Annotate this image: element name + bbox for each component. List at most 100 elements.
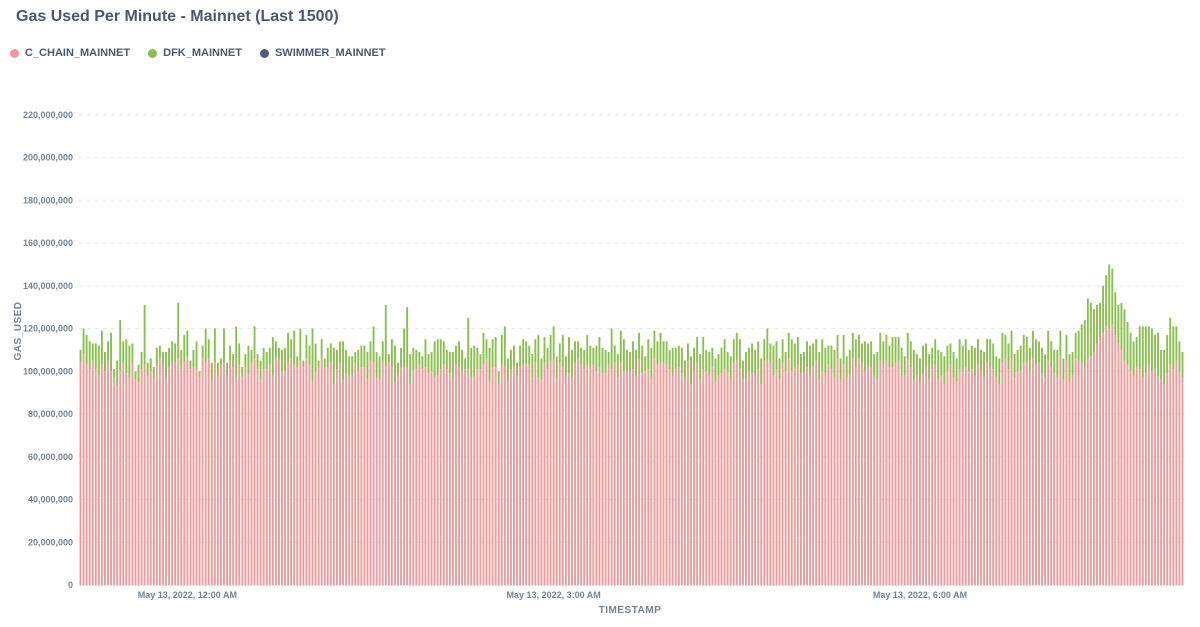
bar-c-chain[interactable] <box>302 366 305 585</box>
bar-dfk[interactable] <box>497 371 500 385</box>
bar-c-chain[interactable] <box>1123 360 1126 585</box>
bar-c-chain[interactable] <box>277 358 280 585</box>
bar-c-chain[interactable] <box>766 360 769 585</box>
bar-dfk[interactable] <box>735 332 738 361</box>
bar-dfk[interactable] <box>149 358 152 372</box>
bar-dfk[interactable] <box>88 341 91 370</box>
bar-c-chain[interactable] <box>549 360 552 585</box>
bar-c-chain[interactable] <box>314 371 317 585</box>
bar-dfk[interactable] <box>1071 352 1074 376</box>
bar-dfk[interactable] <box>601 347 604 374</box>
bar-c-chain[interactable] <box>442 364 445 585</box>
bar-c-chain[interactable] <box>522 364 525 585</box>
bar-c-chain[interactable] <box>616 377 619 585</box>
bar-c-chain[interactable] <box>946 371 949 585</box>
bar-dfk[interactable] <box>613 345 616 363</box>
bar-c-chain[interactable] <box>360 366 363 585</box>
bar-dfk[interactable] <box>946 345 949 372</box>
bar-dfk[interactable] <box>732 339 735 363</box>
bar-dfk[interactable] <box>934 339 937 365</box>
bar-c-chain[interactable] <box>351 375 354 585</box>
bar-dfk[interactable] <box>455 345 457 365</box>
bar-dfk[interactable] <box>564 356 567 376</box>
bar-c-chain[interactable] <box>363 366 366 585</box>
bar-dfk[interactable] <box>522 339 525 365</box>
bar-dfk[interactable] <box>299 328 302 361</box>
bar-c-chain[interactable] <box>1141 377 1144 585</box>
bar-c-chain[interactable] <box>729 379 732 585</box>
bar-dfk[interactable] <box>867 343 870 367</box>
bar-c-chain[interactable] <box>1135 366 1138 585</box>
bar-c-chain[interactable] <box>552 358 555 585</box>
bar-dfk[interactable] <box>702 337 705 370</box>
bar-c-chain[interactable] <box>345 373 348 585</box>
bar-c-chain[interactable] <box>1117 343 1120 585</box>
bar-c-chain[interactable] <box>107 360 109 585</box>
bar-dfk[interactable] <box>430 352 433 372</box>
bar-dfk[interactable] <box>787 332 790 359</box>
bar-dfk[interactable] <box>1126 322 1129 365</box>
bar-c-chain[interactable] <box>223 362 225 585</box>
bar-dfk[interactable] <box>241 366 244 378</box>
bar-c-chain[interactable] <box>1068 381 1071 585</box>
bar-dfk[interactable] <box>516 362 518 376</box>
bar-c-chain[interactable] <box>815 360 818 585</box>
bar-dfk[interactable] <box>961 345 964 372</box>
bar-c-chain[interactable] <box>1053 373 1056 585</box>
bar-c-chain[interactable] <box>1025 362 1028 585</box>
bar-c-chain[interactable] <box>146 375 149 585</box>
bar-dfk[interactable] <box>977 339 979 365</box>
bar-c-chain[interactable] <box>1031 358 1034 585</box>
bar-dfk[interactable] <box>1157 332 1159 376</box>
bar-dfk[interactable] <box>644 356 647 372</box>
bar-c-chain[interactable] <box>564 375 567 585</box>
bar-dfk[interactable] <box>671 347 674 376</box>
bar-dfk[interactable] <box>561 334 564 367</box>
bar-c-chain[interactable] <box>659 362 662 585</box>
bar-c-chain[interactable] <box>952 377 955 585</box>
bar-c-chain[interactable] <box>677 366 680 585</box>
bar-c-chain[interactable] <box>809 375 812 585</box>
bar-dfk[interactable] <box>1102 285 1105 333</box>
bar-dfk[interactable] <box>128 345 131 378</box>
bar-c-chain[interactable] <box>519 366 522 585</box>
bar-c-chain[interactable] <box>323 366 326 585</box>
bar-c-chain[interactable] <box>641 373 644 585</box>
bar-c-chain[interactable] <box>433 377 436 585</box>
bar-c-chain[interactable] <box>717 375 720 585</box>
bar-dfk[interactable] <box>885 334 888 361</box>
bar-c-chain[interactable] <box>803 373 805 585</box>
bar-dfk[interactable] <box>882 341 885 365</box>
bar-c-chain[interactable] <box>604 373 607 585</box>
bar-dfk[interactable] <box>277 347 280 359</box>
bar-dfk[interactable] <box>915 354 918 376</box>
bar-c-chain[interactable] <box>760 384 763 585</box>
bar-dfk[interactable] <box>235 326 238 378</box>
bar-dfk[interactable] <box>223 328 225 363</box>
bar-dfk[interactable] <box>680 347 683 374</box>
bar-c-chain[interactable] <box>769 362 772 585</box>
bar-dfk[interactable] <box>100 330 103 365</box>
bar-c-chain[interactable] <box>308 364 311 585</box>
bar-dfk[interactable] <box>729 356 732 380</box>
bar-c-chain[interactable] <box>1166 373 1169 585</box>
bar-c-chain[interactable] <box>558 362 561 585</box>
bar-c-chain[interactable] <box>421 369 424 585</box>
bar-dfk[interactable] <box>1089 302 1092 357</box>
bar-c-chain[interactable] <box>256 369 259 585</box>
bar-c-chain[interactable] <box>894 362 897 585</box>
bar-c-chain[interactable] <box>977 364 979 585</box>
bar-dfk[interactable] <box>870 341 873 367</box>
bar-dfk[interactable] <box>418 352 421 365</box>
bar-c-chain[interactable] <box>238 364 241 585</box>
bar-c-chain[interactable] <box>854 366 857 585</box>
bar-dfk[interactable] <box>158 345 161 359</box>
bar-c-chain[interactable] <box>180 369 183 585</box>
bar-c-chain[interactable] <box>833 377 836 585</box>
bar-c-chain[interactable] <box>284 371 286 585</box>
bar-dfk[interactable] <box>363 345 366 367</box>
bar-c-chain[interactable] <box>427 373 430 585</box>
bar-c-chain[interactable] <box>1086 358 1089 585</box>
bar-c-chain[interactable] <box>1074 358 1077 585</box>
bar-dfk[interactable] <box>1035 339 1037 365</box>
